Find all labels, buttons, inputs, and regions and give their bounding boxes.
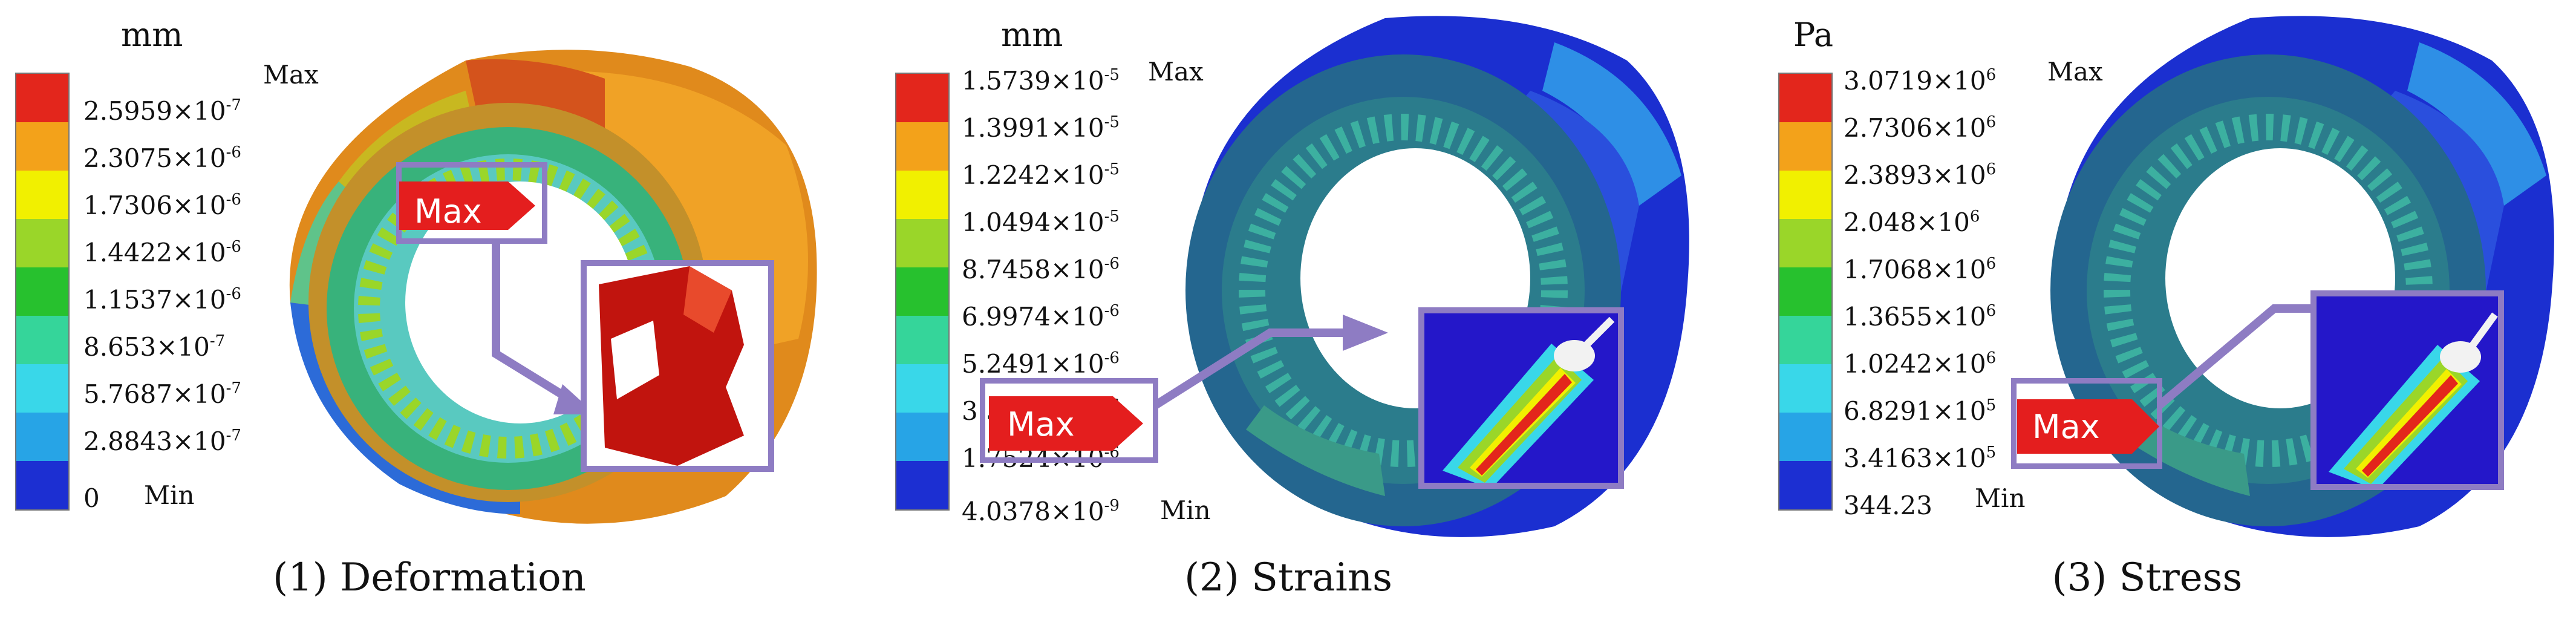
max-marker-label: Max xyxy=(1007,405,1075,443)
legend-value: 2.8843×10-7 xyxy=(83,426,241,456)
panel-strains: mm 1.5739×10-5 1.3991×10-5 1.2242×10-5 1… xyxy=(859,0,1718,634)
max-marker xyxy=(399,181,535,230)
legend-value: 1.0242×106 xyxy=(1844,349,1997,379)
legend-swatch xyxy=(1779,74,1831,122)
legend-swatch xyxy=(16,316,68,364)
legend-swatch xyxy=(16,461,68,509)
legend-swatch xyxy=(896,461,948,509)
zoom-inset xyxy=(2310,290,2504,490)
legend-value: 1.7068×106 xyxy=(1844,255,1997,284)
legend-swatch xyxy=(16,122,68,171)
max-tag: Max xyxy=(263,60,319,90)
max-tag: Max xyxy=(2047,57,2103,87)
legend-value: 1.0494×10-5 xyxy=(962,208,1120,237)
legend-swatch xyxy=(1779,364,1831,413)
legend-value: 8.653×10-7 xyxy=(83,332,226,362)
caption: (3) Stress xyxy=(2052,555,2243,600)
legend-swatch xyxy=(896,413,948,461)
legend-value: 6.8291×105 xyxy=(1844,396,1997,426)
zoom-inset xyxy=(581,260,774,472)
legend-value: 3.4163×105 xyxy=(1844,443,1997,473)
legend-value: 4.0378×10-9 xyxy=(962,497,1120,526)
legend-value: 1.5739×10-5 xyxy=(962,66,1120,96)
min-tag: Min xyxy=(144,480,195,510)
max-marker-label: Max xyxy=(414,192,482,230)
legend-value: 1.1537×10-6 xyxy=(83,285,241,315)
legend-swatch xyxy=(1779,316,1831,364)
legend-value: 3.0719×106 xyxy=(1844,66,1997,96)
legend-unit: mm xyxy=(121,16,183,54)
legend-swatch xyxy=(16,219,68,267)
legend-swatch xyxy=(1779,219,1831,267)
max-marker xyxy=(989,396,1143,451)
zoom-detail-render xyxy=(599,266,744,466)
legend-swatch xyxy=(896,219,948,267)
legend-value: 6.9974×10-6 xyxy=(962,302,1120,332)
legend-swatch xyxy=(896,74,948,122)
legend-value: 2.3075×10-6 xyxy=(83,143,241,173)
legend-swatch xyxy=(896,364,948,413)
legend-unit: Pa xyxy=(1793,16,1834,54)
legend-value: 0 xyxy=(83,483,100,513)
legend-value: 2.048×106 xyxy=(1844,208,1980,237)
legend-value: 8.7458×10-6 xyxy=(962,255,1120,284)
legend-value: 1.3655×106 xyxy=(1844,302,1997,332)
color-legend xyxy=(895,73,950,511)
callout-arrow xyxy=(1153,315,1388,409)
panel-stress: Pa 3.0719×106 2.7306×106 2.3893×106 2.04… xyxy=(1718,0,2576,634)
legend-swatch xyxy=(1779,122,1831,171)
zoom-inset xyxy=(1418,307,1624,489)
color-legend xyxy=(1778,73,1833,511)
max-location-box xyxy=(2011,378,2162,469)
legend-value: 1.4422×10-6 xyxy=(83,238,241,267)
zoom-detail-render xyxy=(2317,296,2498,484)
panel-deformation: mm 2.5959×10-7 2.3075×10-6 1.7306×10-6 1… xyxy=(0,0,859,634)
legend-swatch xyxy=(16,413,68,461)
legend-value: 2.7306×106 xyxy=(1844,113,1997,143)
legend-value: 1.2242×10-5 xyxy=(962,160,1120,190)
legend-swatch xyxy=(1779,267,1831,316)
legend-swatch xyxy=(1779,461,1831,509)
caption: (1) Deformation xyxy=(273,555,586,600)
legend-swatch xyxy=(16,267,68,316)
max-marker-label: Max xyxy=(2032,408,2100,446)
min-tag: Min xyxy=(1975,483,2026,513)
legend-unit: mm xyxy=(1001,16,1063,54)
legend-swatch xyxy=(896,267,948,316)
legend-value: 5.2491×10-6 xyxy=(962,349,1120,379)
legend-swatch xyxy=(1779,413,1831,461)
legend-swatch xyxy=(16,74,68,122)
legend-value: 1.7306×10-6 xyxy=(83,191,241,220)
legend-value: 5.7687×10-7 xyxy=(83,379,241,409)
legend-value: 344.23 xyxy=(1844,491,1932,520)
max-tag: Max xyxy=(1148,57,1204,87)
min-tag: Min xyxy=(1160,495,1211,525)
max-marker xyxy=(2017,399,2159,454)
legend-value: 1.3991×10-5 xyxy=(962,113,1120,143)
legend-swatch xyxy=(16,364,68,413)
caption: (2) Strains xyxy=(1184,555,1392,600)
max-location-box xyxy=(396,162,547,244)
legend-value: 2.5959×10-7 xyxy=(83,96,241,126)
legend-swatch xyxy=(896,171,948,219)
zoom-detail-render xyxy=(1424,313,1618,483)
legend-value: 2.3893×106 xyxy=(1844,160,1997,190)
legend-swatch xyxy=(896,122,948,171)
legend-swatch xyxy=(16,171,68,219)
legend-swatch xyxy=(896,316,948,364)
legend-swatch xyxy=(1779,171,1831,219)
max-location-box xyxy=(980,378,1158,463)
color-legend xyxy=(15,73,70,511)
